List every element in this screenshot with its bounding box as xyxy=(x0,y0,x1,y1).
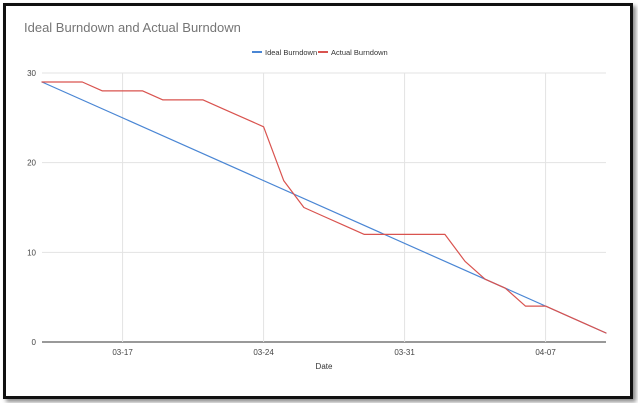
axis-layer: 0 10 20 30 03-17 03-24 03-31 04-07 xyxy=(27,69,556,357)
y-tick-label: 30 xyxy=(27,69,36,78)
y-tick-label: 20 xyxy=(27,159,36,168)
y-tick-label: 10 xyxy=(27,248,36,257)
chart-title: Ideal Burndown and Actual Burndown xyxy=(24,20,241,35)
legend: Ideal Burndown Actual Burndown xyxy=(252,48,388,57)
chart-frame xyxy=(3,3,633,399)
series-line-ideal xyxy=(41,81,607,334)
x-axis-title: Date xyxy=(316,362,333,371)
series-layer xyxy=(41,81,607,334)
y-tick-label: 0 xyxy=(32,338,37,347)
x-tick-label: 03-17 xyxy=(112,348,133,357)
legend-label: Ideal Burndown xyxy=(265,48,317,57)
x-tick-label: 03-24 xyxy=(253,348,274,357)
x-tick-label: 04-07 xyxy=(535,348,556,357)
legend-label: Actual Burndown xyxy=(331,48,388,57)
x-tick-label: 03-31 xyxy=(394,348,415,357)
series-line-actual xyxy=(41,81,607,334)
